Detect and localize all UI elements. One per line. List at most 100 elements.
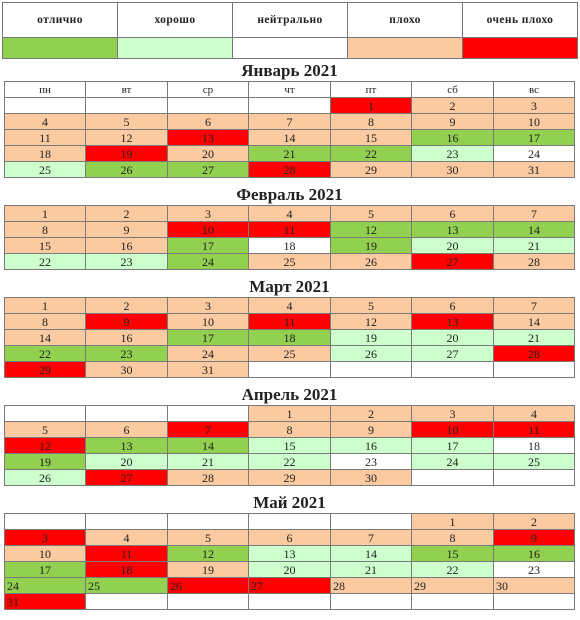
day-cell: 16 [85,237,168,254]
day-cell: 4 [85,529,168,546]
day-cell: 5 [330,297,412,314]
day-cell: 30 [411,161,494,178]
day-cell: 18 [493,437,575,454]
day-cell: 1 [248,405,331,422]
day-cell: 10 [4,545,86,562]
day-cell: 29 [411,577,494,594]
day-cell: 3 [4,529,86,546]
day-cell: 9 [411,113,494,130]
day-cell: 23 [85,253,168,270]
day-cell: 6 [411,297,494,314]
weekday-label: вс [493,81,575,98]
legend-swatch-neutral [232,37,348,59]
day-cell: 19 [167,561,249,578]
day-cell: 7 [493,205,575,222]
day-cell: 10 [167,221,249,238]
month-title: Апрель 2021 [241,384,338,404]
day-cell: 3 [167,297,249,314]
day-cell: 17 [411,437,494,454]
day-cell: 6 [248,529,331,546]
day-cell: 23 [411,145,494,162]
day-cell: 2 [493,513,575,530]
day-cell: 1 [411,513,494,530]
week-row: 31 [4,593,575,610]
day-cell: 16 [493,545,575,562]
week-row: 24 25 26 27 28 29 30 [4,577,575,594]
day-cell: 7 [248,113,331,130]
day-cell: 7 [330,529,412,546]
week-row: 4 5 6 7 8 9 10 [4,113,575,130]
legend-labels-row: отлично хорошо нейтрально плохо очень пл… [2,2,578,38]
day-cell: 9 [85,313,168,330]
day-cell: 22 [330,145,412,162]
day-cell: 23 [493,561,575,578]
month-table: Январь 2021 пн вт ср чт пт сб вс 1 2 3 4 5 6 7 8 9 10 11 12… [4,60,575,178]
day-cell: 26 [4,469,86,486]
week-row: 22 23 24 25 26 27 28 [4,345,575,362]
day-cell: 24 [493,145,575,162]
day-cell: 28 [248,161,331,178]
day-cell: 30 [330,469,412,486]
month-table: Май 2021 1 2 3 4 5 6 7 8 9 10 11 12 13 14 15 16 17 18 19 20 2… [4,492,575,610]
day-cell: 2 [411,97,494,114]
month-title: Май 2021 [253,492,326,512]
empty-cell [167,513,249,530]
day-cell: 2 [85,205,168,222]
day-cell: 14 [4,329,86,346]
day-cell: 2 [330,405,412,422]
day-cell: 25 [4,161,86,178]
day-cell: 12 [167,545,249,562]
day-cell: 8 [330,113,412,130]
day-cell: 9 [85,221,168,238]
day-cell: 21 [493,237,575,254]
day-cell: 27 [411,253,494,270]
month-table: Февраль 2021 1 2 3 4 5 6 7 8 9 10 11 12 13 14 15 16 17 18 1… [4,184,575,270]
day-cell: 20 [411,237,494,254]
legend-label-neutral: нейтрально [232,2,348,38]
day-cell: 13 [167,129,249,146]
week-row: 22 23 24 25 26 27 28 [4,253,575,270]
day-cell: 13 [85,437,168,454]
day-cell: 21 [167,453,249,470]
legend-label-very-bad: очень плохо [462,2,578,38]
day-cell: 23 [330,453,412,470]
day-cell: 27 [167,161,249,178]
day-cell: 11 [493,421,575,438]
day-cell: 28 [167,469,249,486]
legend-swatch-excellent [2,37,118,59]
day-cell: 11 [4,129,86,146]
day-cell: 27 [411,345,494,362]
empty-cell [330,593,412,610]
day-cell: 4 [4,113,86,130]
empty-cell [4,97,86,114]
weekday-header-row: пн вт ср чт пт сб вс [4,81,575,98]
day-cell: 26 [330,345,412,362]
day-cell: 10 [493,113,575,130]
empty-cell [493,361,575,378]
day-cell: 13 [248,545,331,562]
day-cell: 20 [167,145,249,162]
week-row: 29 30 31 [4,361,575,378]
week-row: 19 20 21 22 23 24 25 [4,453,575,470]
day-cell: 23 [85,345,168,362]
legend-label-good: хорошо [117,2,233,38]
week-row: 15 16 17 18 19 20 21 [4,237,575,254]
day-cell: 17 [167,329,249,346]
day-cell: 26 [167,577,249,594]
empty-cell [330,361,412,378]
day-cell: 25 [493,453,575,470]
day-cell: 14 [493,313,575,330]
empty-cell [167,593,249,610]
day-cell: 22 [4,345,86,362]
empty-cell [248,593,331,610]
day-cell: 10 [167,313,249,330]
day-cell: 19 [4,453,86,470]
day-cell: 13 [411,313,494,330]
day-cell: 30 [85,361,168,378]
day-cell: 17 [4,561,86,578]
month-title: Февраль 2021 [236,184,343,204]
empty-cell [330,513,412,530]
